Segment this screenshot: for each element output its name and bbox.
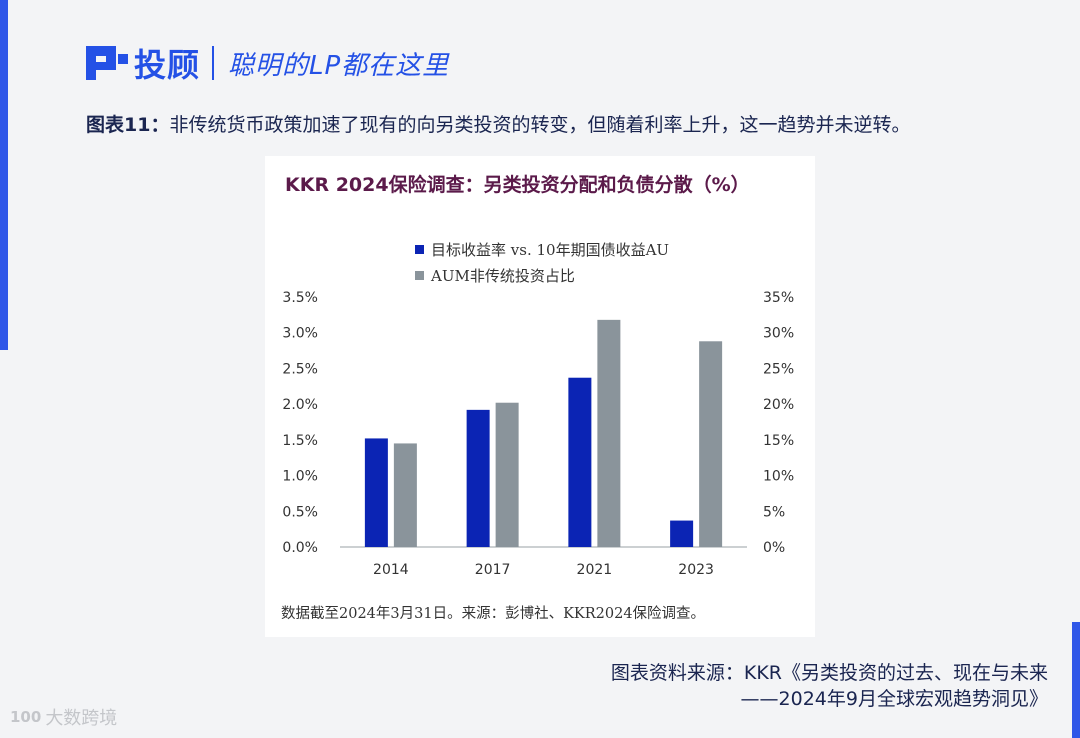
figure-caption: 图表11：非传统货币政策加速了现有的向另类投资的转变，但随着利率上升，这一趋势并… — [86, 110, 910, 137]
y-right-tick-label: 15% — [763, 433, 794, 449]
chart-title: KKR 2024保险调查：另类投资分配和负债分散（%） — [285, 174, 750, 196]
watermark-text: 大数跨境 — [45, 708, 118, 729]
bar-aum-share-2014 — [393, 443, 417, 547]
y-right-tick-label: 30% — [763, 326, 794, 342]
bar-chart: 0.0% 0.5% 1.0% 1.5% 2.0% 2.5% 3.0% 3.5% 0% 5% 10% 1… — [282, 290, 794, 578]
x-tick-label: 2021 — [577, 562, 613, 578]
right-accent-bar — [1072, 622, 1080, 738]
y-right-tick-label: 25% — [763, 361, 794, 377]
y-left-tick-label: 3.0% — [282, 326, 318, 342]
watermark-logo: 100 — [10, 708, 42, 726]
bar-target-yield-2014 — [364, 438, 388, 547]
y-left-tick-label: 2.0% — [282, 397, 318, 413]
bar-aum-share-2021 — [597, 319, 621, 547]
left-accent-bar — [0, 0, 8, 350]
y-right-tick-label: 35% — [763, 290, 794, 306]
y-left-tick-label: 2.5% — [282, 361, 318, 377]
source-line-2: ——2024年9月全球宏观趋势洞见》 — [740, 688, 1048, 710]
header-divider — [212, 46, 215, 80]
chart-legend: 目标收益率 vs. 10年期国债收益AU AUM非传统投资占比 — [415, 236, 669, 288]
legend-swatch-blue — [415, 244, 424, 254]
x-tick-label: 2023 — [678, 562, 714, 578]
y-right-tick-label: 10% — [763, 469, 794, 485]
figure-number: 图表11： — [86, 114, 170, 136]
y-left-tick-label: 1.0% — [282, 469, 318, 485]
chart-source-note: 数据截至2024年3月31日。来源：彭博社、KKR2024保险调查。 — [281, 606, 706, 622]
legend-label-series-1: 目标收益率 vs. 10年期国债收益AU — [431, 240, 670, 259]
y-left-tick-label: 1.5% — [282, 433, 318, 449]
y-right-tick-label: 5% — [763, 504, 785, 520]
bar-target-yield-2023 — [670, 520, 694, 547]
bar-aum-share-2023 — [699, 341, 723, 547]
watermark: 100 大数跨境 — [10, 704, 117, 730]
bar-aum-share-2017 — [495, 402, 519, 547]
legend-swatch-gray — [415, 270, 424, 280]
y-right-tick-label: 20% — [763, 397, 794, 413]
x-tick-label: 2017 — [475, 562, 511, 578]
header-slogan: 聪明的LP都在这里 — [228, 50, 450, 81]
chart-card: KKR 2024保险调查：另类投资分配和负债分散（%） 目标收益率 vs. 10… — [265, 156, 815, 637]
legend-item-series-2: AUM非传统投资占比 — [415, 262, 669, 288]
brand-logo-icon — [86, 46, 128, 80]
figure-caption-text: 非传统货币政策加速了现有的向另类投资的转变，但随着利率上升，这一趋势并未逆转。 — [169, 114, 911, 136]
y-left-tick-label: 3.5% — [282, 290, 318, 306]
y-right-tick-label: 0% — [763, 540, 785, 556]
header: 投顾 聪明的LP都在这里 — [84, 38, 449, 88]
bar-target-yield-2021 — [568, 377, 592, 547]
source-line-1: 图表资料来源：KKR《另类投资的过去、现在与未来 — [610, 662, 1048, 684]
y-left-tick-label: 0.0% — [282, 540, 318, 556]
legend-item-series-1: 目标收益率 vs. 10年期国债收益AU — [415, 236, 669, 262]
y-left-tick-label: 0.5% — [282, 504, 318, 520]
legend-label-series-2: AUM非传统投资占比 — [431, 266, 575, 285]
brand-name: 投顾 — [134, 46, 201, 84]
source-attribution: 图表资料来源：KKR《另类投资的过去、现在与未来 ——2024年9月全球宏观趋势… — [611, 660, 1048, 712]
x-tick-label: 2014 — [373, 562, 409, 578]
bar-target-yield-2017 — [466, 409, 490, 547]
